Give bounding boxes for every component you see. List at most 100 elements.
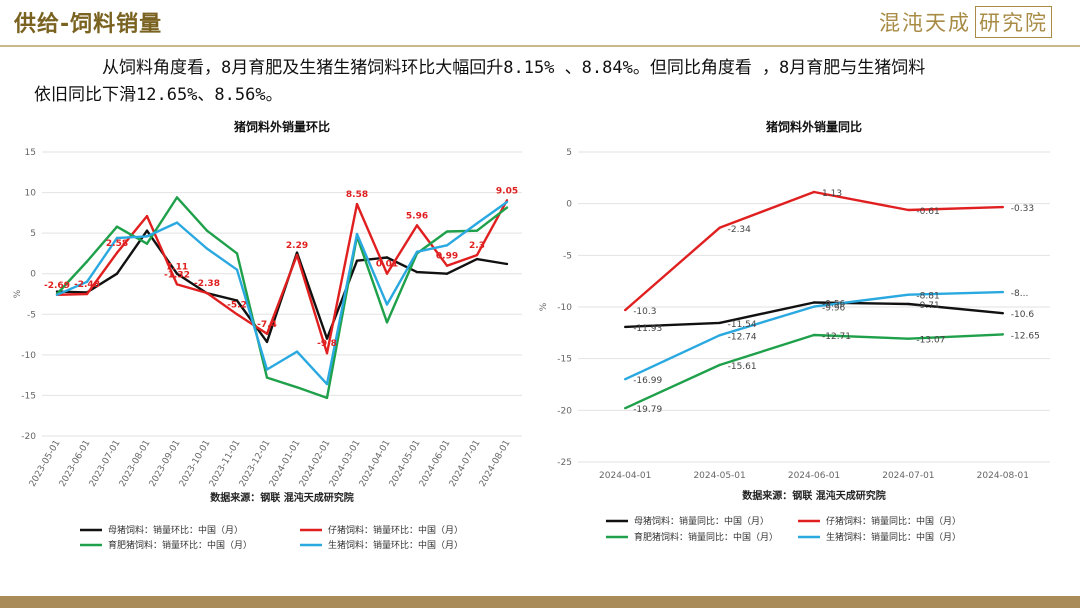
series-point-blue [145,235,149,238]
x-tick-label: 2023-11-01 [208,439,243,489]
legend-label: 生猪饲料：销量环比：中国（月） [328,539,463,551]
y-tick-label: -10 [21,351,36,361]
series-point-red [265,332,269,335]
data-label: -0.61 [916,207,939,217]
data-label: -5.2 [227,300,247,310]
data-label: -13.07 [916,336,945,346]
x-tick-label: 2023-12-01 [238,439,273,489]
x-tick-label: 2024-01-01 [268,439,303,489]
series-point-green [145,242,149,245]
series-point-black [624,325,627,329]
y-tick-label: 0 [30,270,36,280]
series-point-green [1001,333,1004,336]
series-point-blue [355,232,359,236]
series-point-blue [115,236,119,240]
data-label: -0.33 [1011,204,1034,214]
data-label: 7.11 [166,262,188,272]
data-label: -16.99 [633,376,662,386]
x-tick-label: 2023-08-01 [118,439,153,489]
series-point-red [624,308,627,312]
x-tick-label: 2024-07-01 [882,471,934,481]
series-point-green [445,230,449,233]
series-point-blue [235,268,239,271]
data-label: -15.61 [728,362,757,372]
series-line-green [56,196,508,400]
data-label: -9.96 [822,304,846,314]
logo-text: 混沌天成 [879,11,971,35]
series-point-red [175,283,179,286]
series-point-black [265,340,269,344]
series-point-black [445,272,449,275]
series-point-black [355,259,359,262]
series-point-black [812,301,816,304]
series-point-red [385,272,389,275]
series-point-red [505,199,509,202]
x-tick-label: 2023-07-01 [88,439,123,489]
y-tick-label: 0 [566,200,572,210]
x-tick-label: 2024-05-01 [388,439,423,489]
legend-label: 母猪饲料：销量同比：中国（月） [634,515,769,527]
series-point-green [624,406,627,410]
legend-label: 仔猪饲料：销量环比：中国（月） [328,524,463,536]
data-label: -12.65 [1011,331,1040,341]
series-point-red [445,264,449,267]
legend-label: 母猪饲料：销量环比：中国（月） [108,524,243,536]
series-point-blue [205,247,209,250]
data-label: 9.05 [496,186,518,196]
y-tick-label: -15 [21,391,36,401]
y-axis-label: % [539,302,549,311]
series-line-red [56,199,509,355]
series-point-black [235,299,239,302]
series-point-blue [505,200,509,204]
series-point-green [325,396,329,400]
logo-box-text: 研究院 [975,6,1052,38]
series-point-green [505,206,509,209]
data-label: -9.71 [916,301,939,311]
series-point-blue [812,305,816,308]
x-tick-label: 2024-04-01 [599,471,651,481]
x-tick-label: 2024-05-01 [693,471,745,481]
series-point-green [265,376,269,379]
x-tick-label: 2024-03-01 [328,439,363,489]
data-label: 2.29 [286,241,308,251]
y-tick-label: -15 [557,355,572,365]
series-point-black [907,302,910,306]
series-point-red [115,251,119,254]
series-point-green [718,363,721,367]
y-tick-label: 10 [25,189,37,199]
data-label: 2.58 [106,239,128,249]
series-point-green [85,260,89,263]
x-tick-label: 2023-05-01 [28,439,63,489]
series-point-green [475,229,479,232]
data-label: -2.48 [74,280,100,290]
data-label: -9.8 [317,339,337,349]
brand-logo: 混沌天成 研究院 [879,6,1052,38]
y-tick-label: -25 [557,458,572,468]
header-divider [0,45,1080,47]
legend-label: 育肥猪饲料：销量同比：中国（月） [634,531,778,543]
x-tick-label: 2024-06-01 [418,439,453,489]
summary-line-2: 依旧同比下滑12.65%、8.56%。 [34,85,283,105]
series-point-black [385,256,389,259]
data-label: -11.54 [728,320,757,330]
data-label: -11.93 [633,324,662,334]
series-line-red [624,190,1003,312]
summary-paragraph: 从饲料角度看，8月育肥及生猪生猪饲料环比大幅回升8.15% 、8.84%。但同比… [34,55,1064,109]
legend-label: 生猪饲料：销量同比：中国（月） [826,531,961,543]
series-point-blue [385,303,389,306]
series-point-red [235,313,239,316]
y-tick-label: -5 [563,251,572,261]
chart-title: 猪饲料外销量环比 [233,119,330,134]
y-tick-label: 5 [566,148,572,158]
summary-line-1: 从饲料角度看，8月育肥及生猪生猪饲料环比大幅回升8.15% 、8.84%。但同比… [102,58,926,78]
series-point-black [295,251,299,254]
series-point-red [145,214,149,218]
x-tick-label: 2024-02-01 [298,439,333,489]
x-tick-label: 2024-06-01 [788,471,840,481]
series-point-black [415,270,419,274]
series-point-green [385,321,389,324]
series-point-black [325,337,329,340]
series-point-green [235,252,239,255]
chart-title: 猪饲料外销量同比 [765,119,862,134]
